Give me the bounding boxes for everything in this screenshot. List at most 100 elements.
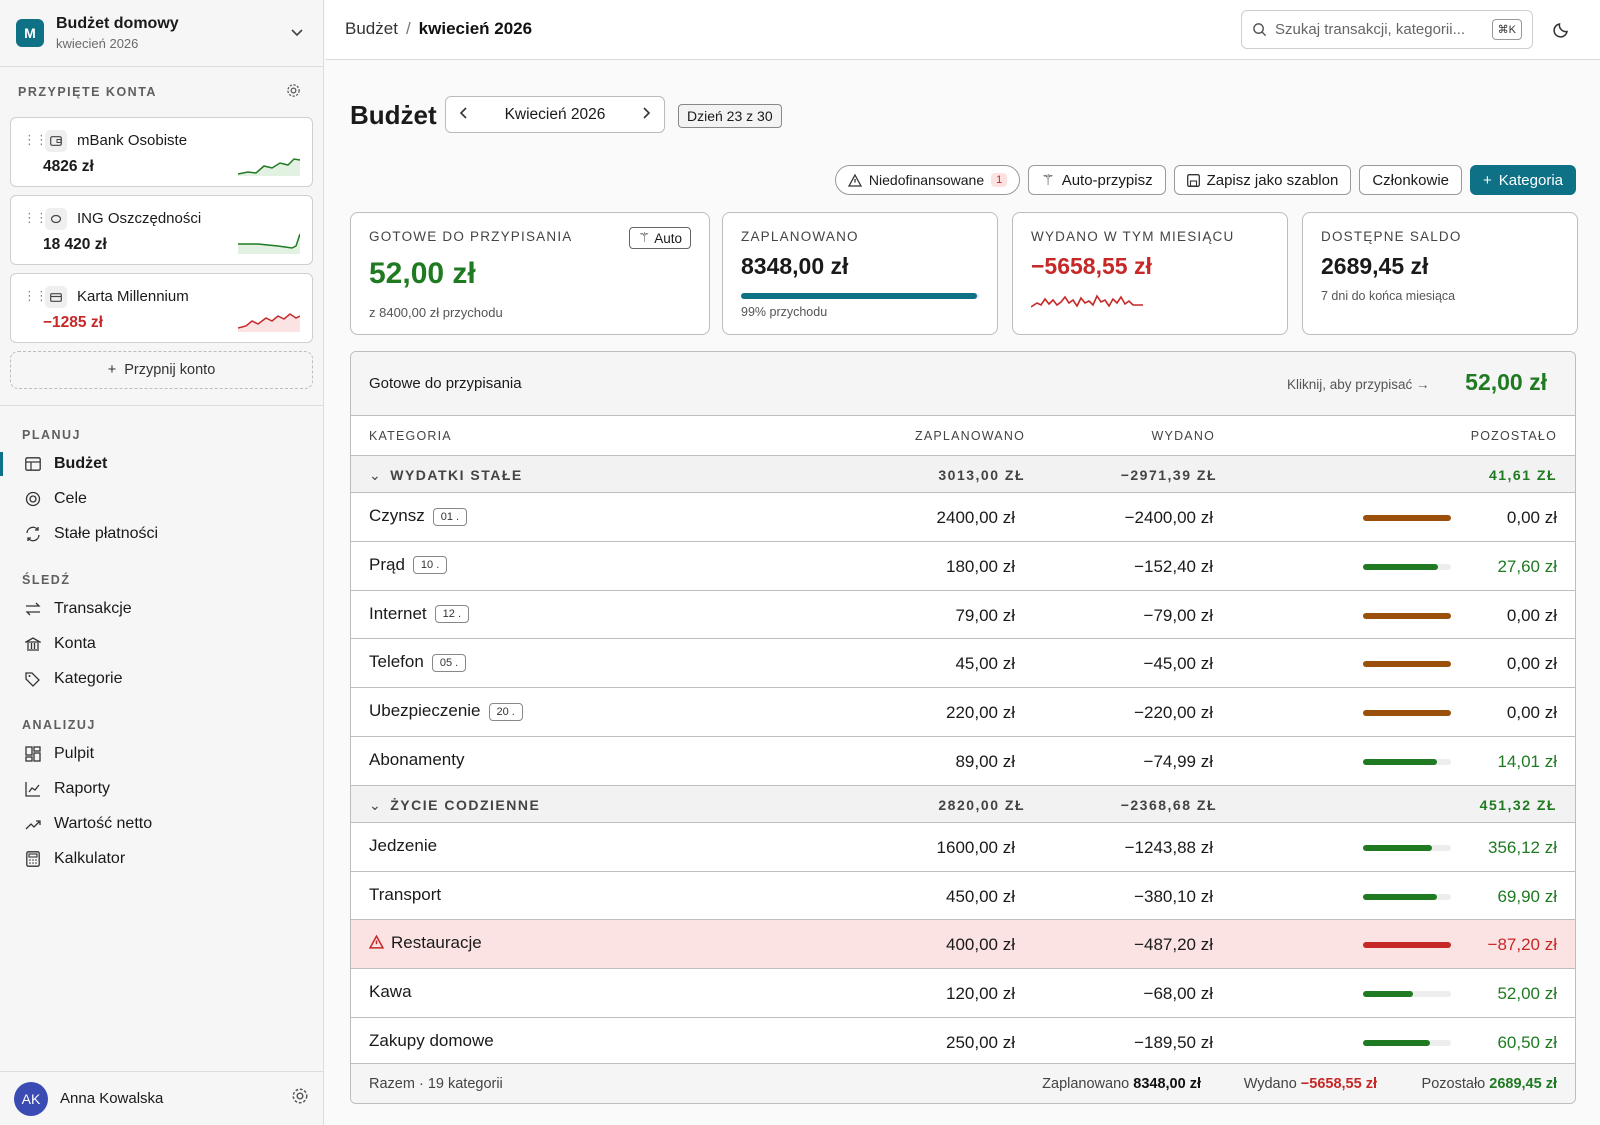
drag-handle-icon[interactable]: ⋮⋮ <box>23 210 48 225</box>
usage-bar <box>1363 942 1451 949</box>
sidebar-item-chart[interactable]: Raporty <box>0 771 323 806</box>
category-name: Czynsz <box>369 506 425 525</box>
usage-bar-fill <box>1363 758 1437 765</box>
table-row[interactable]: Czynsz 01 . 2400,00 zł −2400,00 zł 0,00 z… <box>351 493 1575 542</box>
drag-handle-icon[interactable]: ⋮⋮ <box>23 288 48 303</box>
sidebar-item-calculator[interactable]: Kalkulator <box>0 841 323 876</box>
table-footer: Razem · 19 kategorii Zaplanowano 8348,00… <box>351 1063 1575 1103</box>
magic-wand-icon: ⚚ <box>1041 172 1055 189</box>
dark-mode-toggle[interactable] <box>1553 20 1571 43</box>
sidebar-item-label: Konta <box>54 634 96 652</box>
workspace-period: kwiecień 2026 <box>56 36 139 51</box>
chevron-down-icon[interactable]: ⌄ <box>369 467 383 483</box>
underfunded-button[interactable]: Niedofinansowane 1 <box>834 165 1021 195</box>
pinned-account-card[interactable]: ⋮⋮ ING Oszczędności 18 420 zł <box>10 195 313 265</box>
table-row[interactable]: Internet 12 . 79,00 zł −79,00 zł 0,00 zł <box>351 591 1575 640</box>
card-sub: 99% przychodu <box>741 305 828 319</box>
sidebar-item-repeat[interactable]: Stałe płatności <box>0 516 323 551</box>
column-category[interactable]: KATEGORIA <box>369 429 452 443</box>
drag-handle-icon[interactable]: ⋮⋮ <box>23 132 48 147</box>
column-spent[interactable]: WYDANO <box>1151 429 1215 443</box>
planned-amount[interactable]: 1600,00 zł <box>936 837 1015 857</box>
footer-planned-label: Zaplanowano <box>1042 1076 1130 1092</box>
usage-bar <box>1363 758 1451 765</box>
chevron-left-icon[interactable] <box>459 106 468 124</box>
remaining-amount: 0,00 zł <box>1506 654 1557 674</box>
planned-amount[interactable]: 220,00 zł <box>946 703 1015 723</box>
pinned-account-card[interactable]: ⋮⋮ Karta Millennium −1285 zł <box>10 273 313 343</box>
planned-amount[interactable]: 2400,00 zł <box>936 508 1015 527</box>
category-group-header[interactable]: ⌄ WYDATKI STAŁE 3013,00 ZŁ −2971,39 ZŁ 41… <box>351 456 1575 493</box>
sidebar-item-bank[interactable]: Konta <box>0 626 323 661</box>
usage-bar-fill <box>1363 942 1451 949</box>
table-row[interactable]: Telefon 05 . 45,00 zł −45,00 zł 0,00 zł <box>351 639 1575 689</box>
sidebar-item-trend[interactable]: Wartość netto <box>0 806 323 841</box>
save-template-label: Zapisz jako szablon <box>1206 171 1339 189</box>
planned-amount[interactable]: 89,00 zł <box>955 751 1015 771</box>
chevron-down-icon[interactable]: ⌄ <box>369 796 383 813</box>
add-category-button[interactable]: + Kategoria <box>1470 165 1576 195</box>
table-row[interactable]: Jedzenie 1600,00 zł −1243,88 zł 356,12 z… <box>351 823 1575 872</box>
usage-bar-fill <box>1363 710 1451 717</box>
auto-button[interactable]: ⚚ Auto <box>629 227 691 249</box>
planned-amount[interactable]: 180,00 zł <box>946 556 1015 576</box>
remaining-amount: 27,60 zł <box>1497 556 1557 576</box>
spent-amount: −487,20 zł <box>1134 935 1213 955</box>
planned-amount[interactable]: 79,00 zł <box>955 605 1015 625</box>
top-bar: Budżet / kwiecień 2026 Szukaj transakcji, … <box>325 0 1600 60</box>
chevron-right-icon[interactable] <box>642 106 651 124</box>
workspace-switcher[interactable]: M Budżet domowy kwiecień 2026 <box>0 0 323 67</box>
planned-amount[interactable]: 45,00 zł <box>955 654 1015 674</box>
planned-amount[interactable]: 120,00 zł <box>946 984 1015 1004</box>
category-name: Transport <box>369 884 442 904</box>
planned-amount[interactable]: 400,00 zł <box>946 935 1015 955</box>
card-label: WYDANO W TYM MIESIĄCU <box>1031 229 1235 244</box>
column-planned[interactable]: ZAPLANOWANO <box>915 429 1025 443</box>
gear-icon[interactable] <box>286 83 301 101</box>
table-row[interactable]: Restauracje 400,00 zł −487,20 zł −87,20 … <box>351 920 1575 970</box>
table-row[interactable]: Prąd 10 . 180,00 zł −152,40 zł 27,60 zł <box>351 542 1575 591</box>
planned-amount[interactable]: 250,00 zł <box>946 1032 1015 1052</box>
group-name: WYDATKI STAŁE <box>390 467 523 483</box>
ready-to-assign-row[interactable]: Gotowe do przypisania Kliknij, aby przyp… <box>351 352 1575 416</box>
pinned-account-card[interactable]: ⋮⋮ mBank Osobiste 4826 zł <box>10 117 313 187</box>
group-name: ŻYCIE CODZIENNE <box>390 796 541 813</box>
spent-amount: −380,10 zł <box>1134 886 1213 906</box>
user-profile[interactable]: AK Anna Kowalska <box>0 1071 323 1125</box>
sidebar-item-label: Raporty <box>54 779 111 797</box>
auto-assign-button[interactable]: ⚚ Auto-przypisz <box>1028 165 1166 195</box>
pin-account-button[interactable]: + Przypnij konto <box>10 351 313 389</box>
sidebar-item-target[interactable]: Cele <box>0 481 323 516</box>
account-name: mBank Osobiste <box>77 132 188 149</box>
chevron-down-icon[interactable] <box>287 23 307 43</box>
table-row[interactable]: Ubezpieczenie 20 . 220,00 zł −220,00 zł 0… <box>351 688 1575 737</box>
members-button[interactable]: Członkowie <box>1359 165 1463 195</box>
usage-bar-fill <box>1363 991 1414 998</box>
gear-icon[interactable] <box>291 1087 309 1110</box>
nav-group-title: ŚLEDŹ <box>22 573 71 587</box>
ready-row-hint[interactable]: Kliknij, aby przypisać → <box>1287 377 1430 392</box>
target-icon <box>24 490 42 508</box>
category-group-header[interactable]: ⌄ ŻYCIE CODZIENNE 2820,00 ZŁ −2368,68 ZŁ … <box>351 785 1575 823</box>
save-template-button[interactable]: Zapisz jako szablon <box>1173 165 1352 195</box>
table-row[interactable]: Zakupy domowe 250,00 zł −189,50 zł 60,50… <box>351 1018 1575 1067</box>
search-input[interactable]: Szukaj transakcji, kategorii... ⌘K <box>1241 10 1533 49</box>
breadcrumb-root[interactable]: Budżet <box>345 19 398 38</box>
avatar: AK <box>14 1081 48 1116</box>
category-name: Internet <box>369 603 427 623</box>
table-icon <box>24 455 42 473</box>
usage-bar-fill <box>1363 661 1451 668</box>
sidebar-item-table[interactable]: Budżet <box>0 446 323 481</box>
piggy-bank-icon <box>45 208 67 230</box>
usage-bar-fill <box>1363 1039 1430 1046</box>
table-row[interactable]: Transport 450,00 zł −380,10 zł 69,90 zł <box>351 872 1575 921</box>
table-body: ⌄ WYDATKI STAŁE 3013,00 ZŁ −2971,39 ZŁ 41… <box>351 456 1575 1067</box>
sidebar-item-tag[interactable]: Kategorie <box>0 661 323 696</box>
table-row[interactable]: Abonamenty 89,00 zł −74,99 zł 14,01 zł <box>351 737 1575 786</box>
sidebar-item-arrows[interactable]: Transakcje <box>0 591 323 626</box>
table-row[interactable]: Kawa 120,00 zł −68,00 zł 52,00 zł <box>351 969 1575 1018</box>
planned-amount[interactable]: 450,00 zł <box>946 886 1015 906</box>
sidebar-item-dashboard[interactable]: Pulpit <box>0 736 323 771</box>
usage-bar <box>1363 515 1451 521</box>
column-remaining[interactable]: POZOSTAŁO <box>1470 429 1557 443</box>
